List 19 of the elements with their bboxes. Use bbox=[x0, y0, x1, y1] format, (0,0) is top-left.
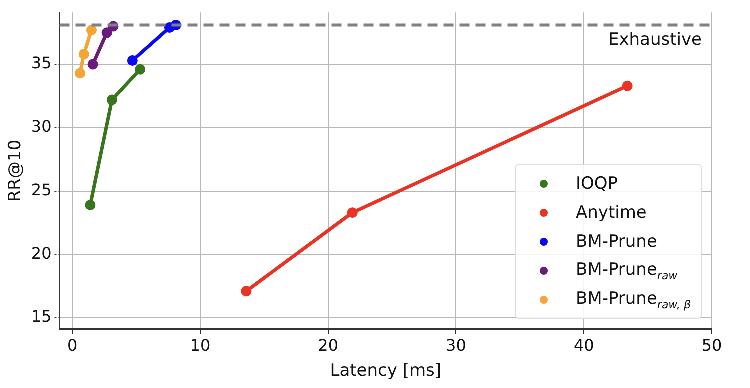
ref-line-label: Exhaustive bbox=[608, 30, 702, 50]
y-tick-label: 35 bbox=[31, 54, 52, 73]
y-tick-label: 30 bbox=[31, 117, 52, 136]
x-tick-label: 0 bbox=[67, 336, 78, 356]
x-tick-label: 50 bbox=[702, 336, 722, 356]
x-tick-label: 40 bbox=[574, 336, 594, 356]
legend-label: BM-Prune bbox=[576, 232, 658, 252]
legend-label: BM-Prune$_{raw, β}$ bbox=[576, 288, 691, 312]
y-tick-label: 15 bbox=[31, 307, 52, 326]
y-axis-title: RR@10 bbox=[6, 140, 26, 202]
x-tick-label: 20 bbox=[318, 336, 339, 356]
x-axis-title: Latency [ms] bbox=[330, 361, 442, 382]
y-tick-label: 25 bbox=[31, 180, 52, 200]
legend-label: Anytime bbox=[576, 202, 647, 223]
x-tick-label: 10 bbox=[190, 336, 211, 356]
x-tick-label: 30 bbox=[446, 336, 466, 356]
legend-label: BM-Prune$_{raw}$ bbox=[576, 260, 678, 282]
legend-label: IOQP bbox=[576, 174, 618, 194]
y-tick-label: 20 bbox=[31, 244, 52, 263]
